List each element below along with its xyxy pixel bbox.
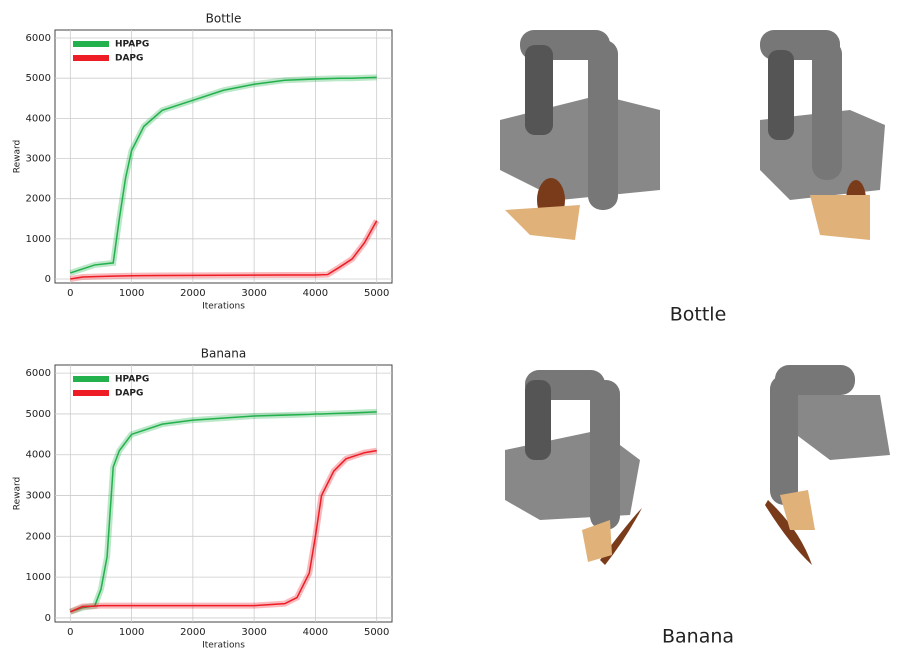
series-line: [70, 76, 377, 274]
y-tick-label: 4000: [26, 450, 51, 461]
x-tick-label: 0: [67, 627, 73, 638]
robot-bottle-2: [760, 30, 885, 240]
image-caption: Bottle: [670, 304, 727, 326]
legend-label: DAPG: [115, 389, 143, 399]
robot-banana-2: [765, 365, 890, 565]
y-tick-label: 0: [45, 613, 51, 624]
x-tick-label: 4000: [303, 288, 328, 299]
legend-label: HPAPG: [115, 40, 149, 50]
x-axis-label: Iterations: [202, 302, 245, 312]
y-tick-label: 5000: [26, 409, 51, 420]
robot-bottle-1: [500, 30, 660, 240]
y-tick-label: 2000: [26, 531, 51, 542]
y-axis-label: Reward: [13, 477, 23, 511]
series-line: [70, 220, 378, 280]
y-tick-label: 0: [45, 274, 51, 285]
image-caption: Banana: [662, 626, 734, 648]
y-tick-label: 1000: [26, 234, 51, 245]
y-tick-label: 6000: [26, 33, 51, 44]
x-tick-label: 1000: [119, 627, 144, 638]
x-tick-label: 2000: [180, 627, 205, 638]
y-tick-label: 6000: [26, 368, 51, 379]
legend-label: DAPG: [115, 54, 143, 64]
chart-title: Banana: [201, 347, 247, 361]
x-axis-label: Iterations: [202, 641, 245, 651]
x-tick-label: 2000: [180, 288, 205, 299]
x-tick-label: 5000: [364, 288, 389, 299]
x-tick-label: 1000: [119, 288, 144, 299]
series-line: [70, 449, 377, 613]
y-tick-label: 3000: [26, 154, 51, 165]
robot-banana-1: [505, 370, 642, 565]
y-tick-label: 1000: [26, 572, 51, 583]
y-tick-label: 2000: [26, 194, 51, 205]
plot-area: [54, 364, 393, 623]
y-tick-label: 3000: [26, 491, 51, 502]
x-tick-label: 0: [67, 288, 73, 299]
y-tick-label: 5000: [26, 73, 51, 84]
x-tick-label: 5000: [364, 627, 389, 638]
y-tick-label: 4000: [26, 113, 51, 124]
chart-title: Bottle: [206, 12, 242, 26]
plot-area: [54, 29, 393, 284]
x-tick-label: 4000: [303, 627, 328, 638]
x-tick-label: 3000: [241, 288, 266, 299]
series-line: [70, 411, 377, 613]
legend-label: HPAPG: [115, 375, 149, 385]
y-axis-label: Reward: [13, 140, 23, 174]
x-tick-label: 3000: [241, 627, 266, 638]
